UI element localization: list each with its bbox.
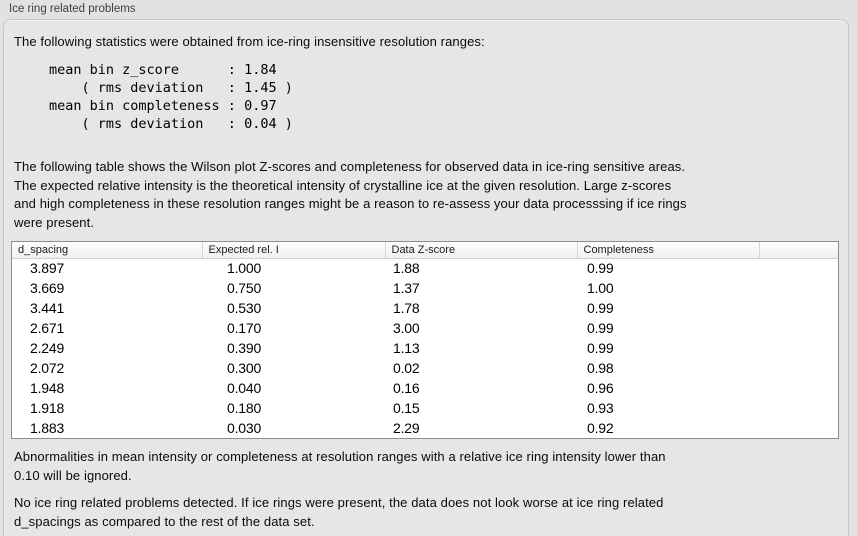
table-cell: 0.180 <box>227 400 262 416</box>
table-cell: 0.300 <box>227 360 262 376</box>
table-cell: 0.390 <box>227 340 262 356</box>
table-cell: 3.897 <box>30 260 65 277</box>
table-row[interactable]: 2.671 0.170 3.00 0.99 <box>12 318 838 338</box>
table-row[interactable]: 3.897 1.000 1.88 0.99 <box>12 258 838 278</box>
table-row[interactable]: 3.669 0.750 1.37 1.00 <box>12 278 838 298</box>
table-cell: 3.441 <box>30 300 65 316</box>
table-cell: 1.13 <box>393 340 420 356</box>
table-cell: 2.29 <box>393 420 420 436</box>
table-cell <box>759 398 838 418</box>
table-cell <box>759 278 838 298</box>
column-header-d-spacing[interactable]: d_spacing <box>12 242 203 259</box>
table-cell: 0.99 <box>587 260 614 277</box>
table-cell: 1.00 <box>587 280 614 296</box>
groupbox-title: Ice ring related problems <box>9 3 136 15</box>
table-cell: 0.170 <box>227 320 262 336</box>
table-cell: 0.96 <box>587 380 614 396</box>
table-cell: 1.88 <box>393 260 420 277</box>
table-cell: 0.16 <box>393 380 420 396</box>
table-cell: 0.99 <box>587 300 614 316</box>
table-cell: 0.93 <box>587 400 614 416</box>
table-cell: 1.000 <box>227 260 262 277</box>
table-cell: 2.072 <box>30 360 65 376</box>
table-row[interactable]: 1.948 0.040 0.16 0.96 <box>12 378 838 398</box>
table-cell: 2.249 <box>30 340 65 356</box>
column-header-completeness[interactable]: Completeness <box>577 242 760 259</box>
table-cell: 0.030 <box>227 420 262 436</box>
table-cell: 1.948 <box>30 380 65 396</box>
table-cell <box>759 338 838 358</box>
intro-text: The following statistics were obtained f… <box>14 34 485 49</box>
ice-ring-table: d_spacing Expected rel. I Data Z-score Comp… <box>11 241 839 439</box>
table-cell: 0.530 <box>227 300 262 316</box>
conclusion-text: No ice ring related problems detected. I… <box>14 495 664 529</box>
column-header-data-z-score[interactable]: Data Z-score <box>385 242 578 259</box>
table-cell: 0.15 <box>393 400 420 416</box>
table-row[interactable]: 2.249 0.390 1.13 0.99 <box>12 338 838 358</box>
table-cell: 0.02 <box>393 360 420 376</box>
table-cell: 0.040 <box>227 380 262 396</box>
table-cell: 0.98 <box>587 360 614 376</box>
table-row[interactable]: 1.918 0.180 0.15 0.93 <box>12 398 838 418</box>
stats-block: mean bin z_score : 1.84 ( rms deviation … <box>49 62 293 132</box>
table-cell: 3.669 <box>30 280 65 296</box>
table-cell <box>759 298 838 318</box>
table-cell: 3.00 <box>393 320 420 336</box>
column-header-expected-rel-i[interactable]: Expected rel. I <box>202 242 386 259</box>
table-cell: 0.99 <box>587 340 614 356</box>
table-header-row: d_spacing Expected rel. I Data Z-score Comp… <box>12 242 838 259</box>
table-row[interactable]: 1.883 0.030 2.29 0.92 <box>12 418 838 438</box>
table-body: 3.897 1.000 1.88 0.99 3.669 0.750 1.37 1.00 3.44… <box>12 258 838 438</box>
table-cell: 1.37 <box>393 280 420 296</box>
table-cell: 0.92 <box>587 420 614 436</box>
table-cell: 1.918 <box>30 400 65 416</box>
table-cell <box>759 318 838 338</box>
ignore-note-text: Abnormalities in mean intensity or compl… <box>14 449 666 483</box>
table-description: The following table shows the Wilson plo… <box>14 159 687 230</box>
table-cell: 0.750 <box>227 280 262 296</box>
table-cell: 0.99 <box>587 320 614 336</box>
table-cell: 1.883 <box>30 420 65 436</box>
groupbox-frame: The following statistics were obtained f… <box>3 19 849 536</box>
table-cell <box>759 378 838 398</box>
table-cell <box>759 358 838 378</box>
table-row[interactable]: 2.072 0.300 0.02 0.98 <box>12 358 838 378</box>
table-row[interactable]: 3.441 0.530 1.78 0.99 <box>12 298 838 318</box>
table-cell <box>759 418 838 438</box>
table-cell: 1.78 <box>393 300 420 316</box>
column-header-empty[interactable] <box>759 242 838 259</box>
table-cell: 2.671 <box>30 320 65 336</box>
table-cell <box>759 258 838 278</box>
